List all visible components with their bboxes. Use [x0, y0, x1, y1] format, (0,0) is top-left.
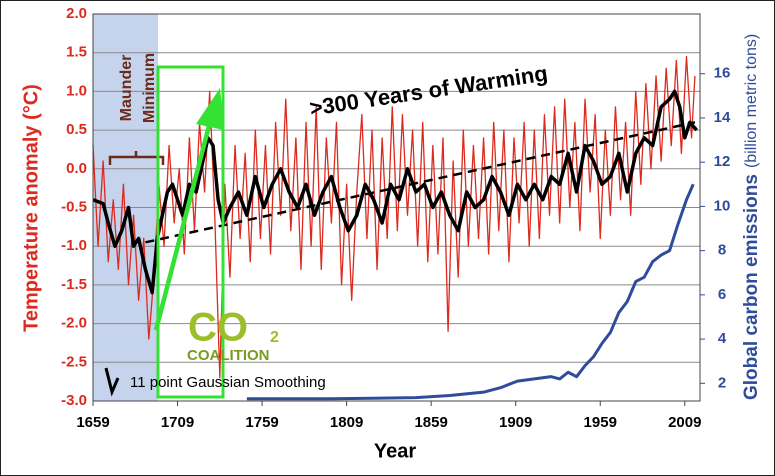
y2-tick-label: 4 — [718, 330, 727, 347]
series-line — [92, 89, 698, 295]
y-tick-label: 1.0 — [66, 82, 87, 99]
highlight-box — [156, 65, 225, 399]
x-tick-label: 1809 — [330, 414, 363, 431]
y-tick-label: 2.0 — [66, 5, 87, 22]
series-line — [145, 121, 696, 244]
y-tick-label: -2.5 — [61, 353, 87, 370]
y2-tick-label: 12 — [714, 153, 731, 170]
y2-tick-label: 2 — [718, 374, 726, 391]
annotation: Maunder — [118, 55, 135, 122]
y2-tick-label: 16 — [714, 65, 731, 82]
series-line — [246, 183, 695, 401]
y2-axis-title: Global carbon emissions — [741, 174, 762, 400]
plot-border — [92, 13, 701, 402]
logo: CO — [188, 306, 248, 350]
x-tick-label: 1759 — [245, 414, 278, 431]
legend-swatch — [104, 367, 120, 397]
x-tick-label: 1709 — [161, 414, 194, 431]
y2-axis-unit: (billion metric tons) — [743, 34, 760, 168]
y-tick-label: -0.5 — [61, 198, 87, 215]
arrow-head — [196, 88, 224, 130]
y-tick-label: -1.0 — [61, 237, 87, 254]
y2-tick-label: 14 — [714, 109, 731, 126]
y-tick-label: 0.5 — [66, 121, 87, 138]
y2-tick-label: 6 — [718, 286, 726, 303]
x-tick-label: 2009 — [668, 414, 701, 431]
logo: COALITION — [187, 347, 270, 364]
y-tick-label: -2.0 — [61, 315, 87, 332]
y2-tick-label: 8 — [718, 242, 726, 259]
annotation: Minimum — [141, 53, 158, 123]
y-tick-label: 0.0 — [66, 160, 87, 177]
logo: 2 — [270, 329, 279, 346]
y2-tick-label: 10 — [714, 197, 731, 214]
y-axis-label: Temperature anomaly (°C) — [20, 84, 42, 332]
y-tick-label: -1.5 — [61, 276, 87, 293]
y-tick-label: 1.5 — [66, 44, 87, 61]
x-tick-label: 1959 — [584, 414, 617, 431]
y2-axis-label: Global carbon emissions (billion metric t… — [741, 34, 762, 400]
maunder-bracket — [108, 151, 165, 165]
legend-label: 11 point Gaussian Smoothing — [130, 374, 326, 391]
y-tick-label: -3.0 — [61, 392, 87, 409]
x-tick-label: 1859 — [414, 414, 447, 431]
series-line — [92, 55, 696, 379]
x-tick-label: 1659 — [76, 414, 109, 431]
lines — [92, 55, 698, 401]
x-axis-label: Year — [374, 440, 416, 462]
arrow — [153, 121, 213, 331]
x-tick-label: 1909 — [499, 414, 532, 431]
